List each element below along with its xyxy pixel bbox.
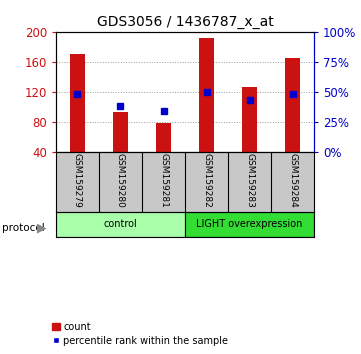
Text: ▶: ▶ [37,222,46,235]
Bar [185,212,314,237]
Text: GSM159280: GSM159280 [116,153,125,208]
Bar [285,58,300,152]
Title: GDS3056 / 1436787_x_at: GDS3056 / 1436787_x_at [97,16,273,29]
Legend: count, percentile rank within the sample: count, percentile rank within the sample [52,322,229,346]
Text: GSM159282: GSM159282 [202,153,211,208]
Bar [56,212,185,237]
Text: GSM159281: GSM159281 [159,153,168,208]
Bar [242,87,257,152]
Bar [199,38,214,152]
Text: control: control [104,219,137,229]
Text: GSM159283: GSM159283 [245,153,254,208]
Text: protocol: protocol [2,223,44,233]
Bar [156,122,171,152]
Bar [113,112,128,152]
Bar [70,55,85,152]
Text: GSM159284: GSM159284 [288,153,297,208]
Text: GSM159279: GSM159279 [73,153,82,208]
Text: LIGHT overexpression: LIGHT overexpression [196,219,303,229]
